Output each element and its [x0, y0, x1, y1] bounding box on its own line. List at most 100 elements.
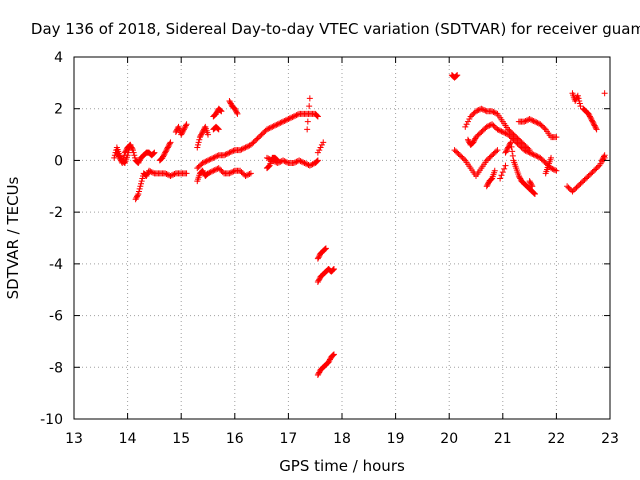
data-point — [322, 245, 329, 252]
y-tick-label: -2 — [49, 205, 63, 221]
data-point — [515, 172, 522, 179]
data-point — [574, 92, 581, 99]
data-point — [574, 183, 581, 190]
data-point — [277, 119, 284, 126]
data-point — [178, 131, 185, 138]
data-point — [540, 123, 546, 130]
data-point — [316, 147, 323, 154]
data-point — [296, 157, 303, 164]
data-point — [114, 150, 121, 157]
data-point — [194, 165, 201, 172]
data-point — [514, 140, 521, 147]
data-point — [215, 126, 222, 133]
data-point — [219, 169, 226, 176]
data-point — [538, 122, 545, 129]
data-point — [518, 144, 525, 151]
data-point — [527, 116, 534, 123]
data-point — [316, 276, 323, 283]
data-point — [261, 128, 268, 135]
data-point — [119, 157, 126, 164]
data-point — [470, 110, 477, 117]
y-axis-label: SDTVAR / TECUs — [4, 176, 22, 299]
data-point — [227, 100, 234, 107]
data-point — [316, 253, 323, 260]
data-point — [242, 172, 249, 179]
data-point — [506, 132, 513, 139]
data-point — [321, 246, 328, 253]
data-point — [481, 126, 488, 133]
data-point — [507, 128, 514, 135]
data-point — [478, 128, 485, 135]
data-point — [584, 174, 591, 181]
data-point — [533, 119, 540, 126]
data-point — [588, 170, 595, 177]
data-point — [280, 118, 287, 125]
data-point — [522, 117, 529, 124]
x-tick-label: 17 — [279, 431, 297, 447]
data-point — [498, 172, 505, 179]
data-point — [489, 121, 496, 128]
data-point — [122, 148, 129, 155]
y-tick-label: -10 — [40, 412, 63, 428]
data-point — [300, 159, 307, 166]
data-point — [588, 117, 595, 124]
data-point — [475, 131, 482, 138]
data-point — [222, 151, 229, 158]
data-point — [592, 123, 599, 130]
data-point — [274, 156, 281, 163]
data-point — [251, 138, 258, 145]
data-point — [314, 372, 321, 379]
x-axis-label: GPS time / hours — [279, 457, 405, 475]
data-point — [462, 123, 469, 130]
data-point — [510, 136, 517, 143]
data-point — [502, 149, 509, 156]
data-point — [550, 166, 557, 173]
data-point — [526, 149, 533, 156]
data-point — [233, 108, 240, 115]
data-point — [526, 116, 533, 123]
data-point — [199, 128, 206, 135]
data-point — [534, 153, 541, 160]
data-point — [214, 165, 221, 172]
data-point — [123, 147, 130, 154]
data-point — [230, 168, 237, 175]
data-point — [273, 156, 280, 163]
data-point — [143, 172, 150, 179]
data-point — [506, 127, 513, 134]
data-point — [473, 108, 479, 115]
data-point — [205, 170, 211, 177]
data-point — [522, 147, 529, 154]
data-point — [308, 161, 315, 168]
data-point — [471, 136, 478, 143]
data-point — [163, 171, 170, 178]
data-point — [470, 138, 477, 145]
data-point — [309, 161, 316, 168]
data-point — [196, 136, 203, 143]
data-point — [549, 165, 556, 172]
data-point — [501, 129, 508, 136]
data-point — [504, 145, 511, 152]
data-point — [274, 121, 281, 128]
data-point — [474, 132, 481, 139]
data-point — [150, 150, 157, 157]
data-point — [593, 165, 600, 172]
data-point — [304, 126, 311, 133]
data-point — [495, 127, 502, 134]
x-tick-label: 16 — [226, 431, 244, 447]
data-point — [456, 152, 463, 159]
data-point — [576, 100, 583, 107]
data-point — [231, 105, 238, 112]
data-point — [209, 155, 216, 162]
data-point — [502, 162, 509, 169]
data-point — [162, 148, 169, 155]
data-point — [205, 157, 211, 164]
data-point — [207, 169, 214, 176]
data-point — [517, 175, 524, 182]
data-point — [540, 157, 546, 164]
data-point — [590, 121, 597, 128]
data-point — [214, 125, 221, 132]
data-point — [467, 113, 474, 120]
data-point — [313, 158, 320, 165]
x-tick-label: 18 — [333, 431, 351, 447]
data-point — [507, 140, 514, 147]
